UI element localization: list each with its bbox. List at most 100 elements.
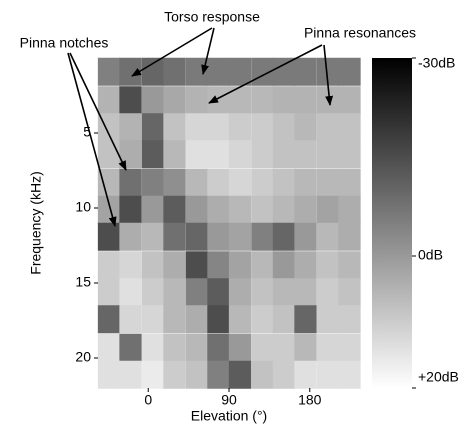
heatmap-cell <box>251 86 274 115</box>
heatmap-cell <box>228 140 252 169</box>
annotation: Pinna resonances <box>304 25 416 41</box>
heatmap-cell <box>97 86 121 115</box>
heatmap-cell <box>294 333 317 362</box>
arrow <box>208 44 323 104</box>
heatmap-cell <box>338 251 361 280</box>
heatmap <box>97 57 361 389</box>
heatmap-cell <box>185 86 209 115</box>
heatmap-cell <box>163 333 186 362</box>
heatmap-cell <box>338 57 361 86</box>
heatmap-cell <box>228 195 252 224</box>
y-tick-label: 20 <box>75 349 91 365</box>
heatmap-cell <box>228 86 252 115</box>
heatmap-cell <box>207 57 230 86</box>
heatmap-cell <box>272 222 296 251</box>
heatmap-cell <box>163 195 186 224</box>
heatmap-cell <box>141 57 165 86</box>
heatmap-cell <box>185 195 209 224</box>
heatmap-cell <box>163 57 186 86</box>
heatmap-cell <box>251 168 274 197</box>
heatmap-cell <box>207 140 230 169</box>
heatmap-cell <box>272 57 296 86</box>
arrow <box>131 27 213 77</box>
y-tick-label: 10 <box>75 199 91 215</box>
heatmap-cell <box>228 333 252 362</box>
heatmap-cell <box>294 305 317 334</box>
heatmap-cell <box>141 168 165 197</box>
heatmap-cell <box>207 305 230 334</box>
heatmap-cell <box>338 86 361 115</box>
arrow <box>201 27 215 75</box>
colorbar-tick-label: +20dB <box>418 369 459 385</box>
x-axis-label: Elevation (°) <box>191 408 267 424</box>
heatmap-cell <box>272 333 296 362</box>
heatmap-cell <box>141 333 165 362</box>
heatmap-cell <box>251 140 274 169</box>
colorbar-tick-label: -30dB <box>418 55 455 71</box>
heatmap-cell <box>185 305 209 334</box>
heatmap-cell <box>185 278 209 307</box>
heatmap-cell <box>163 305 186 334</box>
heatmap-cell <box>119 333 142 362</box>
heatmap-cell <box>316 195 340 224</box>
y-axis-label: Frequency (kHz) <box>28 171 44 274</box>
heatmap-cell <box>272 195 296 224</box>
y-tick-label: 15 <box>75 274 91 290</box>
heatmap-cell <box>272 305 296 334</box>
heatmap-cell <box>119 57 142 86</box>
heatmap-cell <box>228 57 252 86</box>
annotation: Torso response <box>164 9 260 25</box>
heatmap-cell <box>228 113 252 142</box>
heatmap-cell <box>185 113 209 142</box>
heatmap-cell <box>316 333 340 362</box>
heatmap-cell <box>97 360 121 389</box>
heatmap-cell <box>97 222 121 251</box>
heatmap-cell <box>141 195 165 224</box>
heatmap-cell <box>272 278 296 307</box>
heatmap-cell <box>141 278 165 307</box>
heatmap-cell <box>97 140 121 169</box>
heatmap-cell <box>119 360 142 389</box>
heatmap-cell <box>119 113 142 142</box>
heatmap-cell <box>163 86 186 115</box>
heatmap-cell <box>185 57 209 86</box>
heatmap-cell <box>207 222 230 251</box>
heatmap-cell <box>185 251 209 280</box>
heatmap-cell <box>119 251 142 280</box>
heatmap-cell <box>294 195 317 224</box>
heatmap-cell <box>141 113 165 142</box>
heatmap-cell <box>228 278 252 307</box>
colorbar <box>372 58 412 388</box>
heatmap-cell <box>316 251 340 280</box>
heatmap-cell <box>228 222 252 251</box>
heatmap-cell <box>316 222 340 251</box>
heatmap-cell <box>228 360 252 389</box>
heatmap-cell <box>163 168 186 197</box>
heatmap-cell <box>141 360 165 389</box>
heatmap-cell <box>316 57 340 86</box>
heatmap-cell <box>119 305 142 334</box>
heatmap-cell <box>338 305 361 334</box>
heatmap-cell <box>97 168 121 197</box>
heatmap-cell <box>185 140 209 169</box>
heatmap-cell <box>338 195 361 224</box>
heatmap-cell <box>294 168 317 197</box>
heatmap-cell <box>251 222 274 251</box>
heatmap-cell <box>338 113 361 142</box>
heatmap-cell <box>294 113 317 142</box>
heatmap-cell <box>338 222 361 251</box>
heatmap-cell <box>294 278 317 307</box>
heatmap-cell <box>97 333 121 362</box>
heatmap-cell <box>272 360 296 389</box>
heatmap-cell <box>338 140 361 169</box>
heatmap-cell <box>294 140 317 169</box>
heatmap-cell <box>163 278 186 307</box>
heatmap-cell <box>141 140 165 169</box>
heatmap-cell <box>251 305 274 334</box>
heatmap-cell <box>272 86 296 115</box>
heatmap-cell <box>294 251 317 280</box>
heatmap-cell <box>97 113 121 142</box>
heatmap-cell <box>338 278 361 307</box>
heatmap-cell <box>119 195 142 224</box>
